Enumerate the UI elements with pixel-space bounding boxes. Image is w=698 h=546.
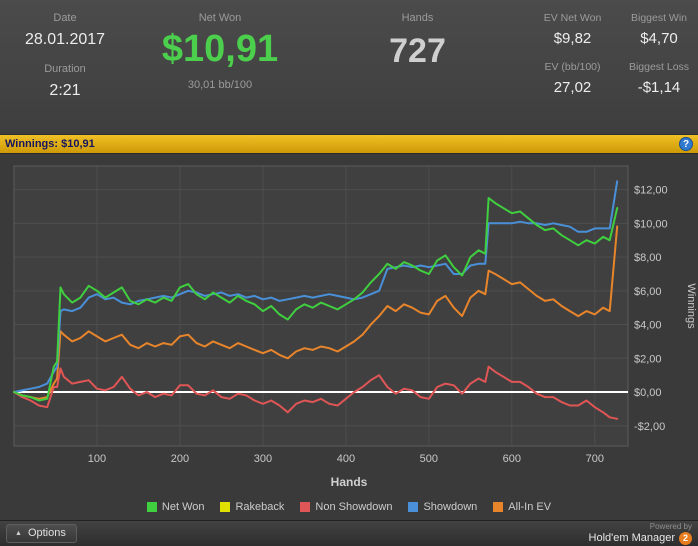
brand-row: Hold'em Manager 2 <box>588 531 692 545</box>
biggest-win-value: $4,70 <box>640 30 678 47</box>
winnings-title-bar: Winnings: $10,91 ? <box>0 135 698 154</box>
legend-swatch-icon <box>493 502 504 512</box>
ev-net-won-value: $9,82 <box>553 30 592 47</box>
series-net-won <box>13 197 619 402</box>
legend-item-net-won: Net Won <box>146 501 205 513</box>
powered-by-block: Powered by Hold'em Manager 2 <box>588 522 692 545</box>
hands-value: 727 <box>389 32 446 70</box>
x-tick-label: 100 <box>88 453 106 465</box>
x-tick-label: 400 <box>337 453 355 465</box>
y-tick-label: $8,00 <box>634 252 662 264</box>
legend-swatch-icon <box>146 502 157 512</box>
chart-section: 100 200 300 400 500 600 700 -$2,00 $0,00 $2,00 $4,… <box>0 154 698 520</box>
legend-label: Rakeback <box>235 501 285 513</box>
y-tick-label: $12,00 <box>634 185 668 197</box>
date-value: 28.01.2017 <box>24 31 106 48</box>
y-tick-label: $2,00 <box>634 353 662 365</box>
biggest-loss-label: Biggest Loss <box>628 61 690 73</box>
x-tick-label: 500 <box>420 453 438 465</box>
duration-label: Duration <box>44 63 86 75</box>
y-tick-label: $4,00 <box>634 320 662 332</box>
x-axis-title: Hands <box>330 475 368 489</box>
y-tick-label: $10,00 <box>634 218 668 230</box>
net-won-label: Net Won <box>198 12 242 24</box>
help-icon[interactable]: ? <box>679 137 693 151</box>
legend-label: Net Won <box>161 501 205 513</box>
plot-border <box>13 165 629 447</box>
y-tick-label: $6,00 <box>634 286 662 298</box>
series-showdown <box>13 180 619 393</box>
ev-bb-value: 27,02 <box>553 79 592 96</box>
y-axis-title: Winnings <box>685 283 697 329</box>
y-tick-label: -$2,00 <box>634 421 665 433</box>
date-label: Date <box>53 12 77 24</box>
winnings-title: Winnings: $10,91 <box>5 138 95 150</box>
legend-swatch-icon <box>300 502 311 512</box>
x-tick-label: 600 <box>503 453 521 465</box>
series-all-in-ev <box>13 225 619 400</box>
x-tick-label: 300 <box>254 453 272 465</box>
net-won-value: $10,91 <box>161 28 279 70</box>
legend-item-all-in-ev: All-In EV <box>493 501 551 513</box>
chevron-up-icon: ▲ <box>15 529 22 537</box>
ev-column: EV Net Won $9,82 EV (bb/100) 27,02 <box>525 0 620 134</box>
biggest-loss-value: -$1,14 <box>637 79 681 96</box>
hands-label: Hands <box>401 12 434 24</box>
ev-net-won-label: EV Net Won <box>543 12 602 24</box>
bb-per-100-value: 30,01 bb/100 <box>187 79 253 91</box>
legend-swatch-icon <box>220 502 231 512</box>
x-tick-label: 200 <box>171 453 189 465</box>
brand-name: Hold'em Manager <box>588 531 675 544</box>
plot-area <box>14 166 628 446</box>
duration-value: 2:21 <box>49 82 81 99</box>
legend-swatch-icon <box>408 502 419 512</box>
net-won-column: Net Won $10,91 30,01 bb/100 <box>130 0 310 134</box>
legend-item-showdown: Showdown <box>408 501 477 513</box>
options-button-label: Options <box>27 527 66 539</box>
bottom-bar: ▲ Options Powered by Hold'em Manager 2 <box>0 520 698 546</box>
date-duration-column: Date 28.01.2017 Duration 2:21 <box>0 0 130 134</box>
ev-bb-label: EV (bb/100) <box>544 61 601 73</box>
options-button[interactable]: ▲ Options <box>6 524 77 543</box>
brand-badge-icon: 2 <box>679 531 692 545</box>
session-stats-header: Date 28.01.2017 Duration 2:21 Net Won $1… <box>0 0 698 135</box>
legend-label: Non Showdown <box>315 501 393 513</box>
biggest-win-label: Biggest Win <box>630 12 688 24</box>
series-non-showdown <box>13 365 619 420</box>
x-tick-label: 700 <box>586 453 604 465</box>
legend-item-non-showdown: Non Showdown <box>300 501 392 513</box>
legend-label: Showdown <box>423 501 478 513</box>
legend-label: All-In EV <box>508 501 552 513</box>
chart-legend: Net Won Rakeback Non Showdown Showdown All-I… <box>0 494 698 520</box>
hands-column: Hands 727 <box>310 0 525 134</box>
legend-item-rakeback: Rakeback <box>220 501 284 513</box>
biggest-column: Biggest Win $4,70 Biggest Loss -$1,14 <box>620 0 698 134</box>
winnings-chart: 100 200 300 400 500 600 700 -$2,00 $0,00 $2,00 $4,… <box>13 165 697 465</box>
powered-by-text: Powered by <box>649 522 692 532</box>
y-tick-label: $0,00 <box>634 387 662 399</box>
